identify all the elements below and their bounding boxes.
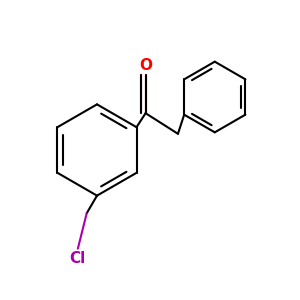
Text: Cl: Cl xyxy=(70,251,86,266)
Text: O: O xyxy=(139,58,152,73)
